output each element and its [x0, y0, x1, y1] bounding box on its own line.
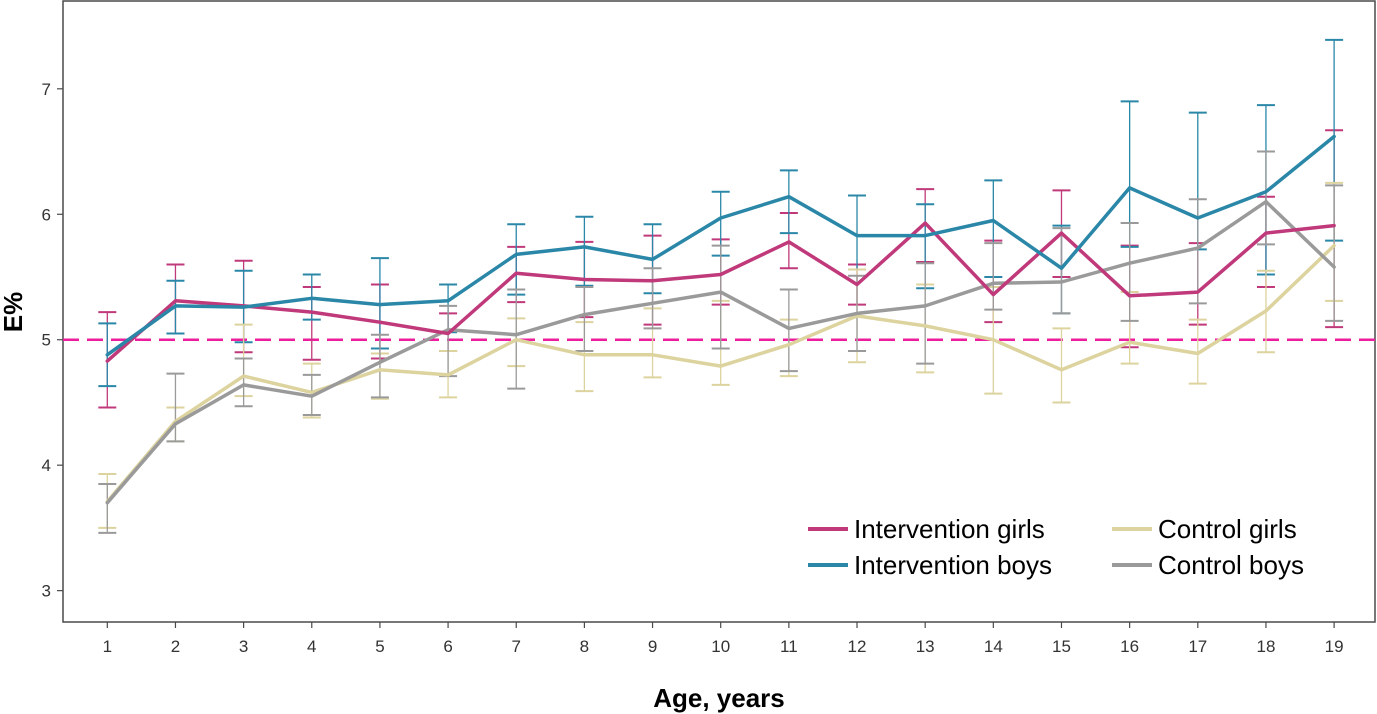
- plot-area: [62, 0, 1376, 623]
- x-tick-label: 4: [307, 637, 316, 656]
- y-tick-label: 3: [42, 582, 51, 601]
- x-tick-label: 19: [1325, 637, 1344, 656]
- x-tick-label: 15: [1052, 637, 1071, 656]
- x-tick-label: 9: [648, 637, 657, 656]
- y-tick-label: 7: [42, 80, 51, 99]
- x-tick-label: 14: [984, 637, 1003, 656]
- control-girls-line: [105, 243, 1336, 504]
- x-tick-label: 16: [1120, 637, 1139, 656]
- x-axis-ticks: 1 2 3 4 5 6 7 8 9 10 11 12 13 14 15 16 17 18 19: [103, 622, 1344, 656]
- x-axis-title: Age, years: [653, 683, 785, 713]
- x-tick-label: 3: [239, 637, 248, 656]
- y-axis-title: E%: [0, 292, 28, 332]
- x-tick-label: 7: [512, 637, 521, 656]
- y-tick-label: 6: [42, 205, 51, 224]
- control-boys-line: [105, 199, 1336, 505]
- x-tick-label: 5: [375, 637, 384, 656]
- x-tick-label: 18: [1256, 637, 1275, 656]
- legend: Intervention girls Intervention boys Contr…: [808, 514, 1304, 580]
- x-tick-label: 17: [1188, 637, 1207, 656]
- intervention-girls-line: [105, 221, 1336, 363]
- x-tick-label: 11: [780, 637, 798, 656]
- x-tick-label: 8: [580, 637, 589, 656]
- x-tick-label: 10: [711, 637, 730, 656]
- series-lines: [105, 134, 1336, 505]
- legend-label-intervention-boys: Intervention boys: [854, 550, 1052, 580]
- legend-label-intervention-girls: Intervention girls: [854, 514, 1045, 544]
- x-tick-label: 12: [848, 637, 867, 656]
- intervention-boys-line: [105, 134, 1336, 357]
- legend-label-control-boys: Control boys: [1158, 550, 1304, 580]
- x-tick-label: 13: [916, 637, 935, 656]
- y-tick-label: 5: [42, 331, 51, 350]
- y-tick-label: 4: [42, 456, 51, 475]
- x-tick-label: 2: [171, 637, 180, 656]
- legend-label-control-girls: Control girls: [1158, 514, 1297, 544]
- y-axis-ticks: 3 4 5 6 7: [42, 80, 63, 601]
- x-tick-label: 6: [443, 637, 452, 656]
- x-tick-label: 1: [103, 637, 112, 656]
